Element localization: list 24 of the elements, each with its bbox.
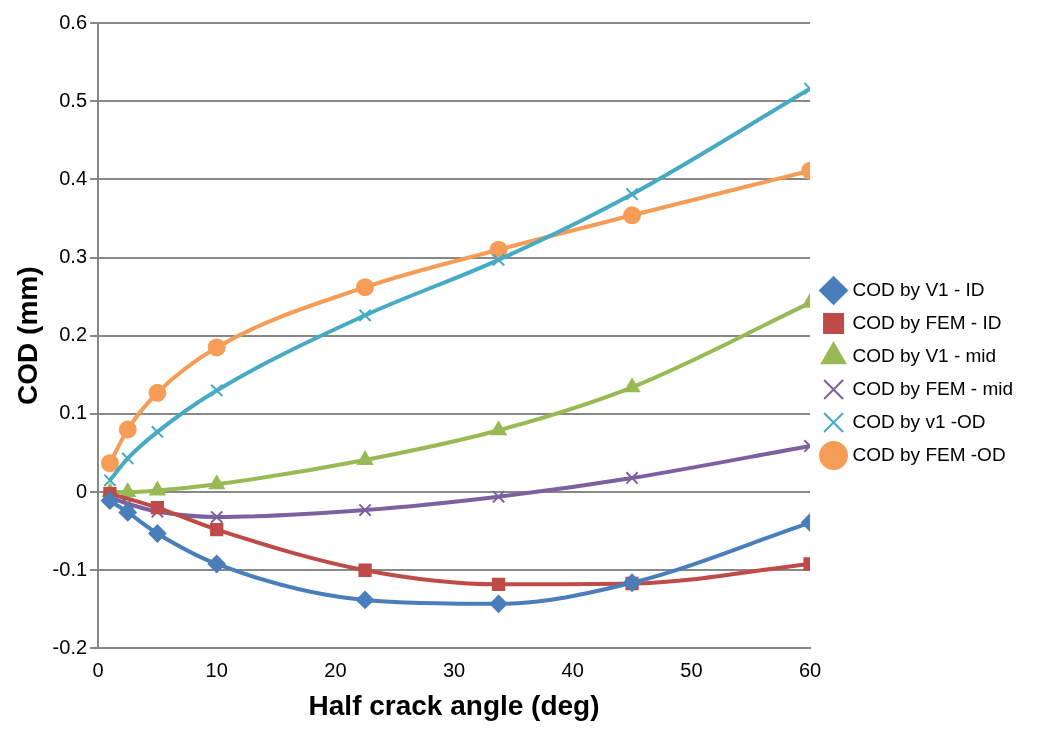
legend-label: COD by v1 -OD [852, 410, 986, 432]
x-tick-label: 20 [324, 658, 347, 681]
y-tick-label: -0.1 [52, 557, 88, 580]
y-tick-label: 0.4 [59, 166, 88, 189]
y-axis-title: COD (mm) [11, 266, 43, 405]
x-tick-label: 30 [442, 658, 466, 681]
y-tick-label: 0.1 [59, 401, 88, 424]
y-tick-label: 0.3 [59, 245, 88, 268]
legend-label: COD by FEM - ID [852, 311, 1002, 333]
y-tick-label: 0.6 [59, 10, 88, 33]
x-tick-label: 50 [680, 658, 703, 681]
legend-label: COD by V1 - ID [852, 278, 985, 300]
x-tick-label: 0 [92, 658, 104, 681]
legend-label: COD by FEM -OD [852, 443, 1006, 465]
x-tick-label: 40 [561, 658, 584, 681]
x-axis-title: Half crack angle (deg) [308, 689, 600, 721]
legend-label: COD by V1 - mid [852, 344, 997, 366]
x-tick-label: 60 [798, 658, 822, 681]
x-tick-label: 10 [205, 658, 228, 681]
y-tick-label: 0.5 [59, 88, 88, 111]
y-tick-label: 0 [75, 479, 88, 502]
legend-label: COD by FEM - mid [852, 377, 1013, 399]
y-tick-label: 0.2 [59, 323, 88, 346]
y-tick-label: -0.2 [52, 635, 88, 658]
